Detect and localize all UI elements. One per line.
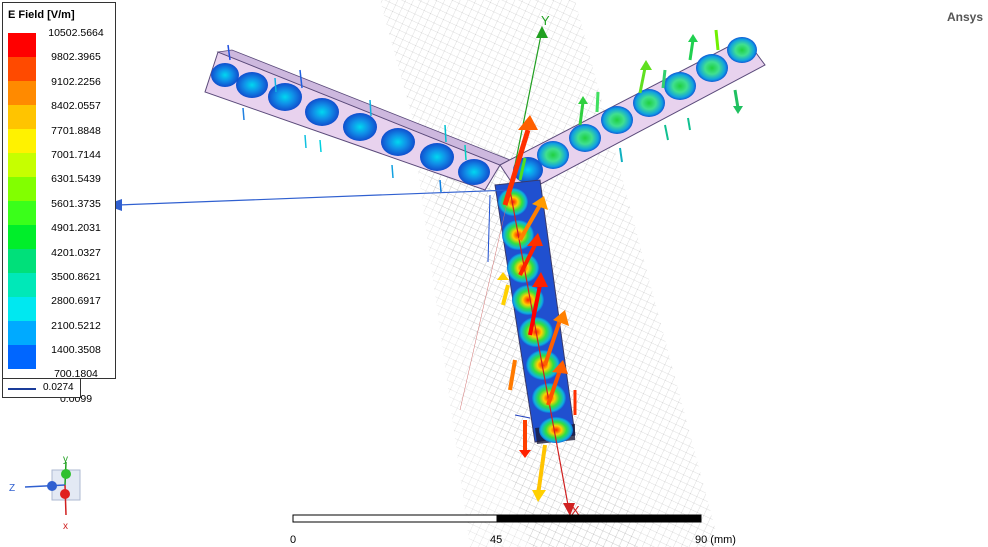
legend-value: 7701.8848 — [51, 124, 101, 137]
legend-value: 9102.2256 — [51, 75, 101, 88]
legend-value: 3500.8621 — [51, 270, 101, 283]
legend-color-bar — [8, 33, 36, 375]
legend-swatch — [8, 153, 36, 177]
legend-secondary: 0.0274 — [2, 379, 81, 398]
field-vectors — [227, 29, 743, 502]
brand-label: Ansys — [947, 10, 984, 24]
legend-swatch — [8, 297, 36, 321]
legend-swatch — [8, 249, 36, 273]
scale-label-45: 45 — [490, 534, 503, 546]
triad-y-label: y — [63, 454, 68, 465]
legend-secondary-value: 0.0274 — [43, 382, 74, 393]
legend-swatch — [8, 57, 36, 81]
legend-swatch — [8, 321, 36, 345]
legend-title: E Field [V/m] — [8, 9, 75, 21]
legend-swatch — [8, 105, 36, 129]
scale-bar — [292, 514, 702, 523]
legend-swatch — [8, 273, 36, 297]
orientation-triad[interactable]: y Z x — [0, 450, 100, 540]
legend-values: 10502.5664 9802.3965 9102.2256 8402.0557 770… — [38, 27, 114, 417]
legend-value: 10502.5664 — [48, 27, 104, 39]
legend-swatch — [8, 201, 36, 225]
legend-secondary-line — [8, 388, 36, 390]
legend-value: 1400.3508 — [51, 344, 101, 357]
legend-swatch — [8, 129, 36, 153]
legend-value: 6301.5439 — [51, 173, 101, 186]
waveguide-arm-left[interactable] — [204, 49, 511, 191]
triad-x-label: x — [63, 521, 68, 532]
legend-swatch — [8, 225, 36, 249]
scale-label-0: 0 — [290, 534, 297, 546]
legend-value: 2800.6917 — [51, 295, 101, 308]
legend-value: 700.1804 — [54, 368, 98, 381]
legend-swatch — [8, 33, 36, 57]
legend-value: 2100.5212 — [51, 319, 101, 332]
scale-label-90: 90 (mm) — [695, 534, 736, 546]
legend-swatch — [8, 345, 36, 369]
legend-value: 8402.0557 — [51, 100, 101, 113]
legend-value: 9802.3965 — [51, 51, 101, 64]
global-x-axis-label: X — [571, 503, 580, 518]
triad-z-label: Z — [9, 483, 15, 494]
legend-value: 5601.3735 — [51, 197, 101, 210]
legend-swatch — [8, 177, 36, 201]
global-y-axis-label: Y — [541, 13, 550, 28]
legend-value: 7001.7144 — [51, 148, 101, 161]
field-legend[interactable]: E Field [V/m] 10502.5664 9802.3965 9102.22… — [2, 2, 116, 405]
legend-value: 4201.0327 — [51, 246, 101, 259]
legend-value: 4901.2031 — [51, 222, 101, 235]
legend-swatch — [8, 81, 36, 105]
